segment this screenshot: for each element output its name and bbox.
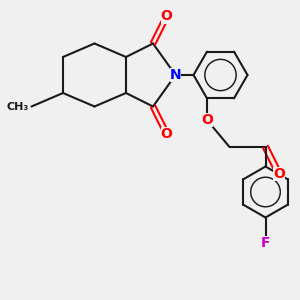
Text: F: F <box>261 236 270 250</box>
Text: CH₃: CH₃ <box>6 101 28 112</box>
Text: N: N <box>170 68 181 82</box>
Text: O: O <box>273 167 285 181</box>
Text: O: O <box>160 127 172 140</box>
Text: O: O <box>160 10 172 23</box>
Text: O: O <box>201 113 213 127</box>
